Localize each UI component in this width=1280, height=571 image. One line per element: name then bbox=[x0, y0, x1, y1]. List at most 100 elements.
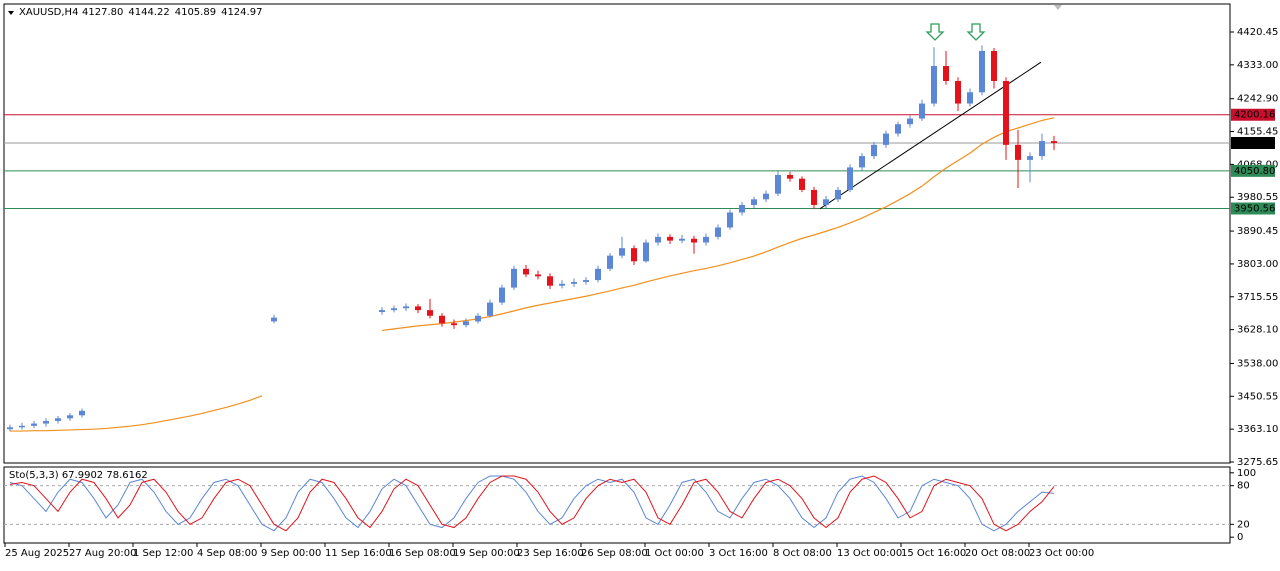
candle-body bbox=[751, 199, 757, 205]
header-value: 4124.97 bbox=[221, 7, 262, 18]
candle-body bbox=[427, 310, 433, 316]
candle-body bbox=[391, 308, 397, 311]
candle-body bbox=[727, 212, 733, 228]
header-value: 4144.22 bbox=[128, 7, 169, 18]
stochastic-label: Sto(5,3,3) 67.9902 78.6162 bbox=[9, 470, 148, 481]
candle-body bbox=[271, 317, 277, 322]
price-level-label: 4124.97 bbox=[1234, 138, 1275, 149]
price-level-box bbox=[1231, 202, 1275, 215]
price-level-box bbox=[1231, 108, 1275, 121]
y-tick-label: 3715.55 bbox=[1237, 292, 1278, 303]
main-frame bbox=[3, 3, 1231, 464]
y-tick-label: 4333.00 bbox=[1237, 60, 1278, 71]
y2-tick-label: 100 bbox=[1237, 468, 1256, 479]
y-tick-label: 3450.55 bbox=[1237, 391, 1278, 402]
candle-body bbox=[523, 268, 529, 275]
candle-body bbox=[1003, 81, 1009, 145]
candle-body bbox=[1015, 144, 1021, 160]
candle-body bbox=[739, 204, 745, 213]
candle-body bbox=[511, 268, 517, 288]
candle-body bbox=[535, 274, 541, 277]
candle-body bbox=[379, 310, 385, 313]
candle-body bbox=[43, 420, 49, 424]
candle-body bbox=[607, 255, 613, 269]
candle-body bbox=[619, 248, 625, 256]
y-tick-label: 4242.90 bbox=[1237, 94, 1278, 105]
candle-body bbox=[19, 425, 25, 428]
candle-body bbox=[799, 178, 805, 190]
candle-body bbox=[991, 50, 997, 82]
stochastic-line bbox=[9, 475, 1055, 532]
x-tick-label: 19 Sep 00:00 bbox=[453, 548, 520, 559]
candle-body bbox=[631, 248, 637, 262]
price-level-label: 3950.56 bbox=[1234, 203, 1275, 214]
x-tick-label: 1 Sep 12:00 bbox=[133, 548, 193, 559]
y-tick-label: 3890.45 bbox=[1237, 226, 1278, 237]
y-tick-label: 4155.45 bbox=[1237, 127, 1278, 138]
candle-body bbox=[787, 174, 793, 179]
x-tick-label: 25 Aug 2025 bbox=[5, 548, 69, 559]
x-tick-label: 15 Oct 16:00 bbox=[901, 548, 966, 559]
candle-body bbox=[559, 283, 565, 286]
candle-body bbox=[679, 238, 685, 241]
candle-body bbox=[907, 118, 913, 125]
candle-body bbox=[703, 236, 709, 243]
candle-body bbox=[571, 281, 577, 284]
moving-average bbox=[10, 117, 1055, 432]
y2-tick-label: 20 bbox=[1237, 519, 1250, 530]
header-arrow[interactable] bbox=[8, 11, 14, 15]
candle-body bbox=[595, 268, 601, 281]
stochastic-frame bbox=[3, 466, 1231, 544]
candle-body bbox=[463, 321, 469, 326]
candle-body bbox=[775, 174, 781, 194]
shift-marker bbox=[1054, 5, 1062, 10]
candle-body bbox=[643, 242, 649, 262]
candle-body bbox=[847, 167, 853, 190]
candle-body bbox=[67, 415, 73, 419]
candle-body bbox=[415, 306, 421, 311]
candle-body bbox=[883, 133, 889, 145]
candle-body bbox=[499, 287, 505, 303]
y2-tick-label: 0 bbox=[1237, 532, 1243, 543]
candle-body bbox=[475, 315, 481, 322]
candle-body bbox=[835, 189, 841, 200]
x-tick-label: 3 Oct 16:00 bbox=[709, 548, 768, 559]
candle-body bbox=[691, 238, 697, 243]
candle-body bbox=[979, 50, 985, 93]
y2-tick-label: 80 bbox=[1237, 481, 1250, 492]
x-tick-label: 11 Sep 16:00 bbox=[325, 548, 392, 559]
candle-body bbox=[871, 144, 877, 157]
x-tick-label: 27 Aug 20:00 bbox=[69, 548, 136, 559]
candle-body bbox=[667, 236, 673, 241]
x-tick-label: 23 Oct 00:00 bbox=[1029, 548, 1094, 559]
y-tick-label: 3980.55 bbox=[1237, 192, 1278, 203]
candle-body bbox=[715, 227, 721, 237]
x-tick-label: 4 Sep 08:00 bbox=[197, 548, 257, 559]
candle-body bbox=[1027, 156, 1033, 160]
x-tick-label: 26 Sep 08:00 bbox=[581, 548, 648, 559]
candle-body bbox=[823, 199, 829, 205]
y-tick-label: 3628.10 bbox=[1237, 325, 1278, 336]
candle-body bbox=[895, 124, 901, 134]
y-tick-label: 3275.65 bbox=[1237, 457, 1278, 468]
y-tick-label: 3363.10 bbox=[1237, 424, 1278, 435]
x-tick-label: 9 Sep 00:00 bbox=[261, 548, 321, 559]
price-level-box bbox=[1231, 136, 1275, 149]
x-tick-label: 1 Oct 00:00 bbox=[645, 548, 704, 559]
candle-body bbox=[547, 276, 553, 286]
candle-body bbox=[55, 418, 61, 421]
price-level-box bbox=[1231, 164, 1275, 177]
candle-body bbox=[1039, 141, 1045, 157]
price-level-label: 4200.16 bbox=[1234, 110, 1275, 121]
y-tick-label: 3538.00 bbox=[1237, 358, 1278, 369]
candle-body bbox=[79, 410, 85, 416]
x-tick-label: 8 Oct 08:00 bbox=[773, 548, 832, 559]
candle-body bbox=[655, 236, 661, 243]
candle-body bbox=[7, 427, 13, 430]
x-tick-label: 13 Oct 00:00 bbox=[837, 548, 902, 559]
candle-body bbox=[955, 81, 961, 104]
candle-body bbox=[451, 323, 457, 326]
candle-body bbox=[403, 306, 409, 309]
